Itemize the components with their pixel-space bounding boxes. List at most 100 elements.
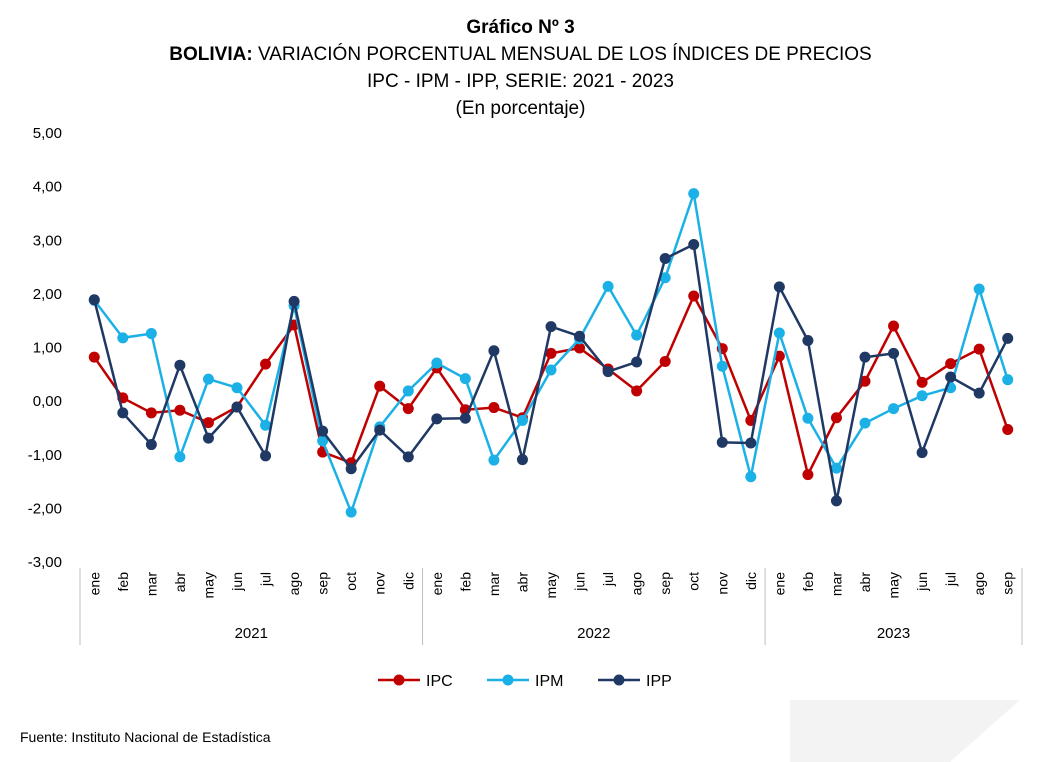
x-tick-label: jul xyxy=(600,572,616,587)
data-point-ipp xyxy=(802,335,814,347)
data-point-ipc xyxy=(145,407,157,419)
data-point-ipp xyxy=(516,454,528,466)
data-point-ipp xyxy=(545,321,557,333)
data-point-ipm xyxy=(916,390,928,402)
y-tick-label: 5,00 xyxy=(33,125,62,142)
data-point-ipc xyxy=(545,347,557,359)
data-point-ipm xyxy=(745,471,757,483)
data-point-ipm xyxy=(117,332,129,344)
x-tick-label: may xyxy=(543,572,559,598)
data-point-ipp xyxy=(288,295,300,307)
x-tick-label: sep xyxy=(315,572,331,595)
year-label: 2021 xyxy=(235,625,268,642)
x-tick-label: dic xyxy=(400,572,416,590)
background-watermark xyxy=(790,700,1020,762)
data-point-ipm xyxy=(459,373,471,385)
x-tick-label: mar xyxy=(486,572,502,596)
data-point-ipc xyxy=(260,358,272,370)
data-point-ipc xyxy=(202,417,214,429)
data-point-ipp xyxy=(888,347,900,359)
data-point-ipm xyxy=(260,419,272,431)
x-tick-label: mar xyxy=(143,572,159,596)
data-point-ipp xyxy=(602,366,614,378)
data-point-ipp xyxy=(402,451,414,463)
year-label: 2023 xyxy=(877,625,910,642)
data-point-ipm xyxy=(688,188,700,200)
x-tick-label: oct xyxy=(343,572,359,591)
y-tick-label: 3,00 xyxy=(33,232,62,249)
data-point-ipp xyxy=(459,412,471,424)
data-point-ipp xyxy=(631,356,643,368)
data-point-ipm xyxy=(1002,374,1014,386)
data-point-ipm xyxy=(631,329,643,341)
chart-subtitle: BOLIVIA: VARIACIÓN PORCENTUAL MENSUAL DE… xyxy=(0,44,1041,66)
year-label: 2022 xyxy=(577,625,610,642)
x-tick-label: jul xyxy=(943,572,959,587)
y-tick-label: 1,00 xyxy=(33,340,62,357)
legend-label: IPM xyxy=(535,673,563,690)
y-tick-label: -1,00 xyxy=(28,447,62,464)
x-tick-label: may xyxy=(886,572,902,598)
data-point-ipp xyxy=(231,401,243,413)
data-point-ipp xyxy=(973,387,985,399)
data-point-ipm xyxy=(174,451,186,463)
data-point-ipc xyxy=(888,320,900,332)
data-point-ipc xyxy=(973,343,985,355)
data-point-ipc xyxy=(174,404,186,416)
data-point-ipp xyxy=(174,359,186,371)
chart-subtitle-line3: (En porcentaje) xyxy=(455,98,586,119)
data-point-ipc xyxy=(374,380,386,392)
data-point-ipm xyxy=(231,382,243,394)
data-point-ipm xyxy=(602,280,614,292)
data-point-ipp xyxy=(374,424,386,436)
x-tick-label: jul xyxy=(258,572,274,587)
data-point-ipm xyxy=(402,385,414,397)
data-point-ipm xyxy=(516,414,528,426)
data-point-ipm xyxy=(802,412,814,424)
x-tick-label: ene xyxy=(429,572,445,596)
x-tick-label: ene xyxy=(86,572,102,596)
data-point-ipc xyxy=(488,402,500,414)
x-tick-label: mar xyxy=(828,572,844,596)
legend-label: IPC xyxy=(426,673,453,690)
data-point-ipc xyxy=(802,469,814,481)
x-tick-label: ago xyxy=(286,572,302,596)
y-tick-label: 4,00 xyxy=(33,179,62,196)
legend-marker xyxy=(393,674,405,686)
legend-label: IPP xyxy=(646,673,672,690)
x-tick-label: feb xyxy=(800,572,816,592)
x-tick-label: feb xyxy=(115,572,131,592)
x-tick-label: jun xyxy=(914,572,930,592)
y-tick-label: 2,00 xyxy=(33,286,62,303)
data-point-ipp xyxy=(202,432,214,444)
data-point-ipp xyxy=(859,351,871,363)
data-point-ipm xyxy=(888,403,900,415)
legend-marker xyxy=(613,674,625,686)
data-point-ipp xyxy=(345,463,357,475)
data-point-ipm xyxy=(773,327,785,339)
data-point-ipc xyxy=(402,403,414,415)
data-point-ipm xyxy=(345,506,357,518)
x-tick-label: jun xyxy=(229,572,245,592)
data-point-ipc xyxy=(830,412,842,424)
x-tick-label: feb xyxy=(457,572,473,592)
data-point-ipc xyxy=(631,385,643,397)
y-tick-label: 0,00 xyxy=(33,393,62,410)
data-point-ipp xyxy=(88,294,100,306)
data-point-ipc xyxy=(659,355,671,367)
data-point-ipm xyxy=(659,272,671,284)
subtitle-country: BOLIVIA: xyxy=(169,44,253,65)
data-point-ipp xyxy=(716,436,728,448)
y-tick-label: -3,00 xyxy=(28,554,62,571)
data-point-ipm xyxy=(859,417,871,429)
data-point-ipp xyxy=(773,281,785,293)
data-point-ipm xyxy=(973,283,985,295)
data-point-ipc xyxy=(688,290,700,302)
chart-subtitle-line2: IPC - IPM - IPP, SERIE: 2021 - 2023 xyxy=(367,71,674,92)
x-tick-label: abr xyxy=(857,572,873,593)
data-point-ipm xyxy=(431,357,443,369)
x-tick-label: dic xyxy=(743,572,759,590)
data-point-ipp xyxy=(745,437,757,449)
data-point-ipp xyxy=(830,495,842,507)
